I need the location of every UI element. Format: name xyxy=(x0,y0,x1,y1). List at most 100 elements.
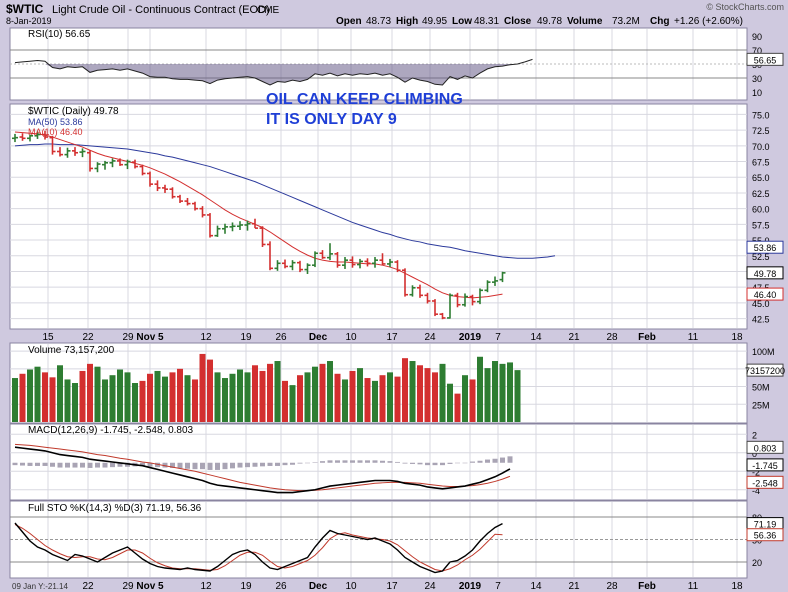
chg-value: +1.26 (+2.60%) xyxy=(674,16,743,27)
macd-histogram-bar xyxy=(297,462,303,464)
x-tick-label: 12 xyxy=(200,332,212,343)
macd-histogram-bar xyxy=(12,462,18,466)
bottom-x-tick-label: 19 xyxy=(240,581,252,592)
x-tick-label: 19 xyxy=(240,332,252,343)
x-tick-label: 24 xyxy=(424,332,436,343)
macd-histogram-bar xyxy=(455,462,460,464)
volume-bar xyxy=(267,363,273,422)
volume-series xyxy=(12,353,521,422)
price-last-value: 49.78 xyxy=(754,269,777,279)
exchange-label: CME xyxy=(257,5,280,16)
watermark: © StockCharts.com xyxy=(706,2,784,12)
macd-histogram-bar xyxy=(290,462,295,465)
volume-bar xyxy=(342,379,348,422)
volume-bar xyxy=(72,383,78,422)
x-tick-label: Nov 5 xyxy=(136,332,164,343)
macd-hist-last-value-box xyxy=(746,440,784,454)
macd-histogram-bar xyxy=(260,462,265,467)
price-y-tick: 70.0 xyxy=(752,142,770,152)
macd-histogram-bar xyxy=(402,462,408,464)
macd-signal-last-value: -2.548 xyxy=(752,478,778,488)
volume-y-tick: 100M xyxy=(752,347,775,357)
volume-bar xyxy=(334,373,341,422)
volume-bar xyxy=(469,379,476,422)
bottom-x-tick-label: Nov 5 xyxy=(136,581,164,592)
volume-value: 73.2M xyxy=(612,16,640,27)
x-tick-label: 2019 xyxy=(459,332,482,343)
x-tick-label: 15 xyxy=(42,332,54,343)
bottom-x-tick-label: 22 xyxy=(82,581,94,592)
volume-bar xyxy=(162,376,168,422)
bottom-x-tick-label: Dec xyxy=(309,581,328,592)
low-label: Low xyxy=(452,16,472,27)
x-tick-label: 26 xyxy=(275,332,287,343)
macd-hist-last-value: 0.803 xyxy=(754,443,777,453)
macd-histogram-bar xyxy=(275,462,280,466)
sto-d-last-value-box xyxy=(746,528,784,542)
macd-histogram-bar xyxy=(327,460,333,463)
annotation-line-1: OIL CAN KEEP CLIMBING xyxy=(266,91,463,108)
volume-bar xyxy=(252,365,258,422)
x-tick-label: 11 xyxy=(688,332,699,343)
bottom-x-tick-label: 2019 xyxy=(459,581,482,592)
macd-histogram-bar xyxy=(65,462,70,468)
macd-histogram-bar xyxy=(155,462,160,468)
x-tick-label: Feb xyxy=(638,332,656,343)
macd-histogram-bar xyxy=(20,462,25,466)
volume-bar xyxy=(132,383,138,422)
volume-bar xyxy=(289,385,296,422)
x-tick-label: 17 xyxy=(386,332,398,343)
rsi-last-value-box xyxy=(746,52,784,66)
volume-bar xyxy=(432,372,438,422)
volume-bar xyxy=(214,372,221,422)
macd-panel xyxy=(9,423,748,501)
bottom-x-tick-label: 26 xyxy=(275,581,287,592)
macd-histogram-bar xyxy=(27,462,33,466)
x-tick-label: 14 xyxy=(530,332,542,343)
volume-bar xyxy=(184,375,191,422)
volume-bar xyxy=(102,379,108,422)
volume-bar xyxy=(477,356,483,422)
rsi-series xyxy=(10,49,747,86)
sto-d-last-value: 56.36 xyxy=(754,531,777,541)
macd-histogram-bar xyxy=(87,462,93,468)
macd-histogram-bar xyxy=(350,460,355,463)
volume-bar xyxy=(207,359,213,422)
volume-bar xyxy=(492,361,498,422)
volume-bar xyxy=(42,372,48,422)
volume-bar xyxy=(357,368,363,422)
volume-bar xyxy=(259,370,266,422)
macd-legend: MACD(12,26,9) -1.745, -2.548, 0.803 xyxy=(28,425,194,436)
macd-histogram-bar xyxy=(185,462,190,469)
macd-histogram-bar xyxy=(207,462,213,470)
volume-bar xyxy=(87,363,93,422)
volume-bar xyxy=(439,363,446,422)
axis-labels: 15 22 29 Nov 5 12 19 26 Dec 10 17 24 2019 7 14 21 28 Feb… xyxy=(42,32,785,592)
macd-histogram-bar xyxy=(485,459,490,463)
macd-histogram-bar xyxy=(162,462,168,468)
volume-legend: Volume 73,157,200 xyxy=(28,345,115,356)
macd-histogram-bar xyxy=(410,462,415,464)
ma10-legend: MA(10) 46.40 xyxy=(28,127,83,137)
macd-histogram-bar xyxy=(365,460,370,463)
volume-bar xyxy=(19,373,26,422)
bottom-x-tick-label: 21 xyxy=(568,581,580,592)
ma50-last-value: 53.86 xyxy=(754,243,777,253)
volume-bar xyxy=(484,368,491,422)
macd-histogram-bar xyxy=(305,462,310,464)
macd-histogram-bar xyxy=(215,462,220,470)
bottom-x-tick-label: 18 xyxy=(731,581,743,592)
price-y-tick: 42.5 xyxy=(752,315,770,325)
x-tick-label: 28 xyxy=(606,332,618,343)
macd-series xyxy=(12,443,513,494)
macd-histogram-bar xyxy=(432,462,438,466)
volume-bar xyxy=(319,363,326,422)
bottom-x-tick-label: 11 xyxy=(688,581,699,592)
macd-histogram-bar xyxy=(102,462,108,468)
low-value: 48.31 xyxy=(474,16,499,27)
macd-signal-last-value-box xyxy=(746,475,784,489)
volume-bar xyxy=(274,361,281,422)
volume-bar xyxy=(499,363,506,422)
rsi-y-tick: 30 xyxy=(752,74,762,84)
